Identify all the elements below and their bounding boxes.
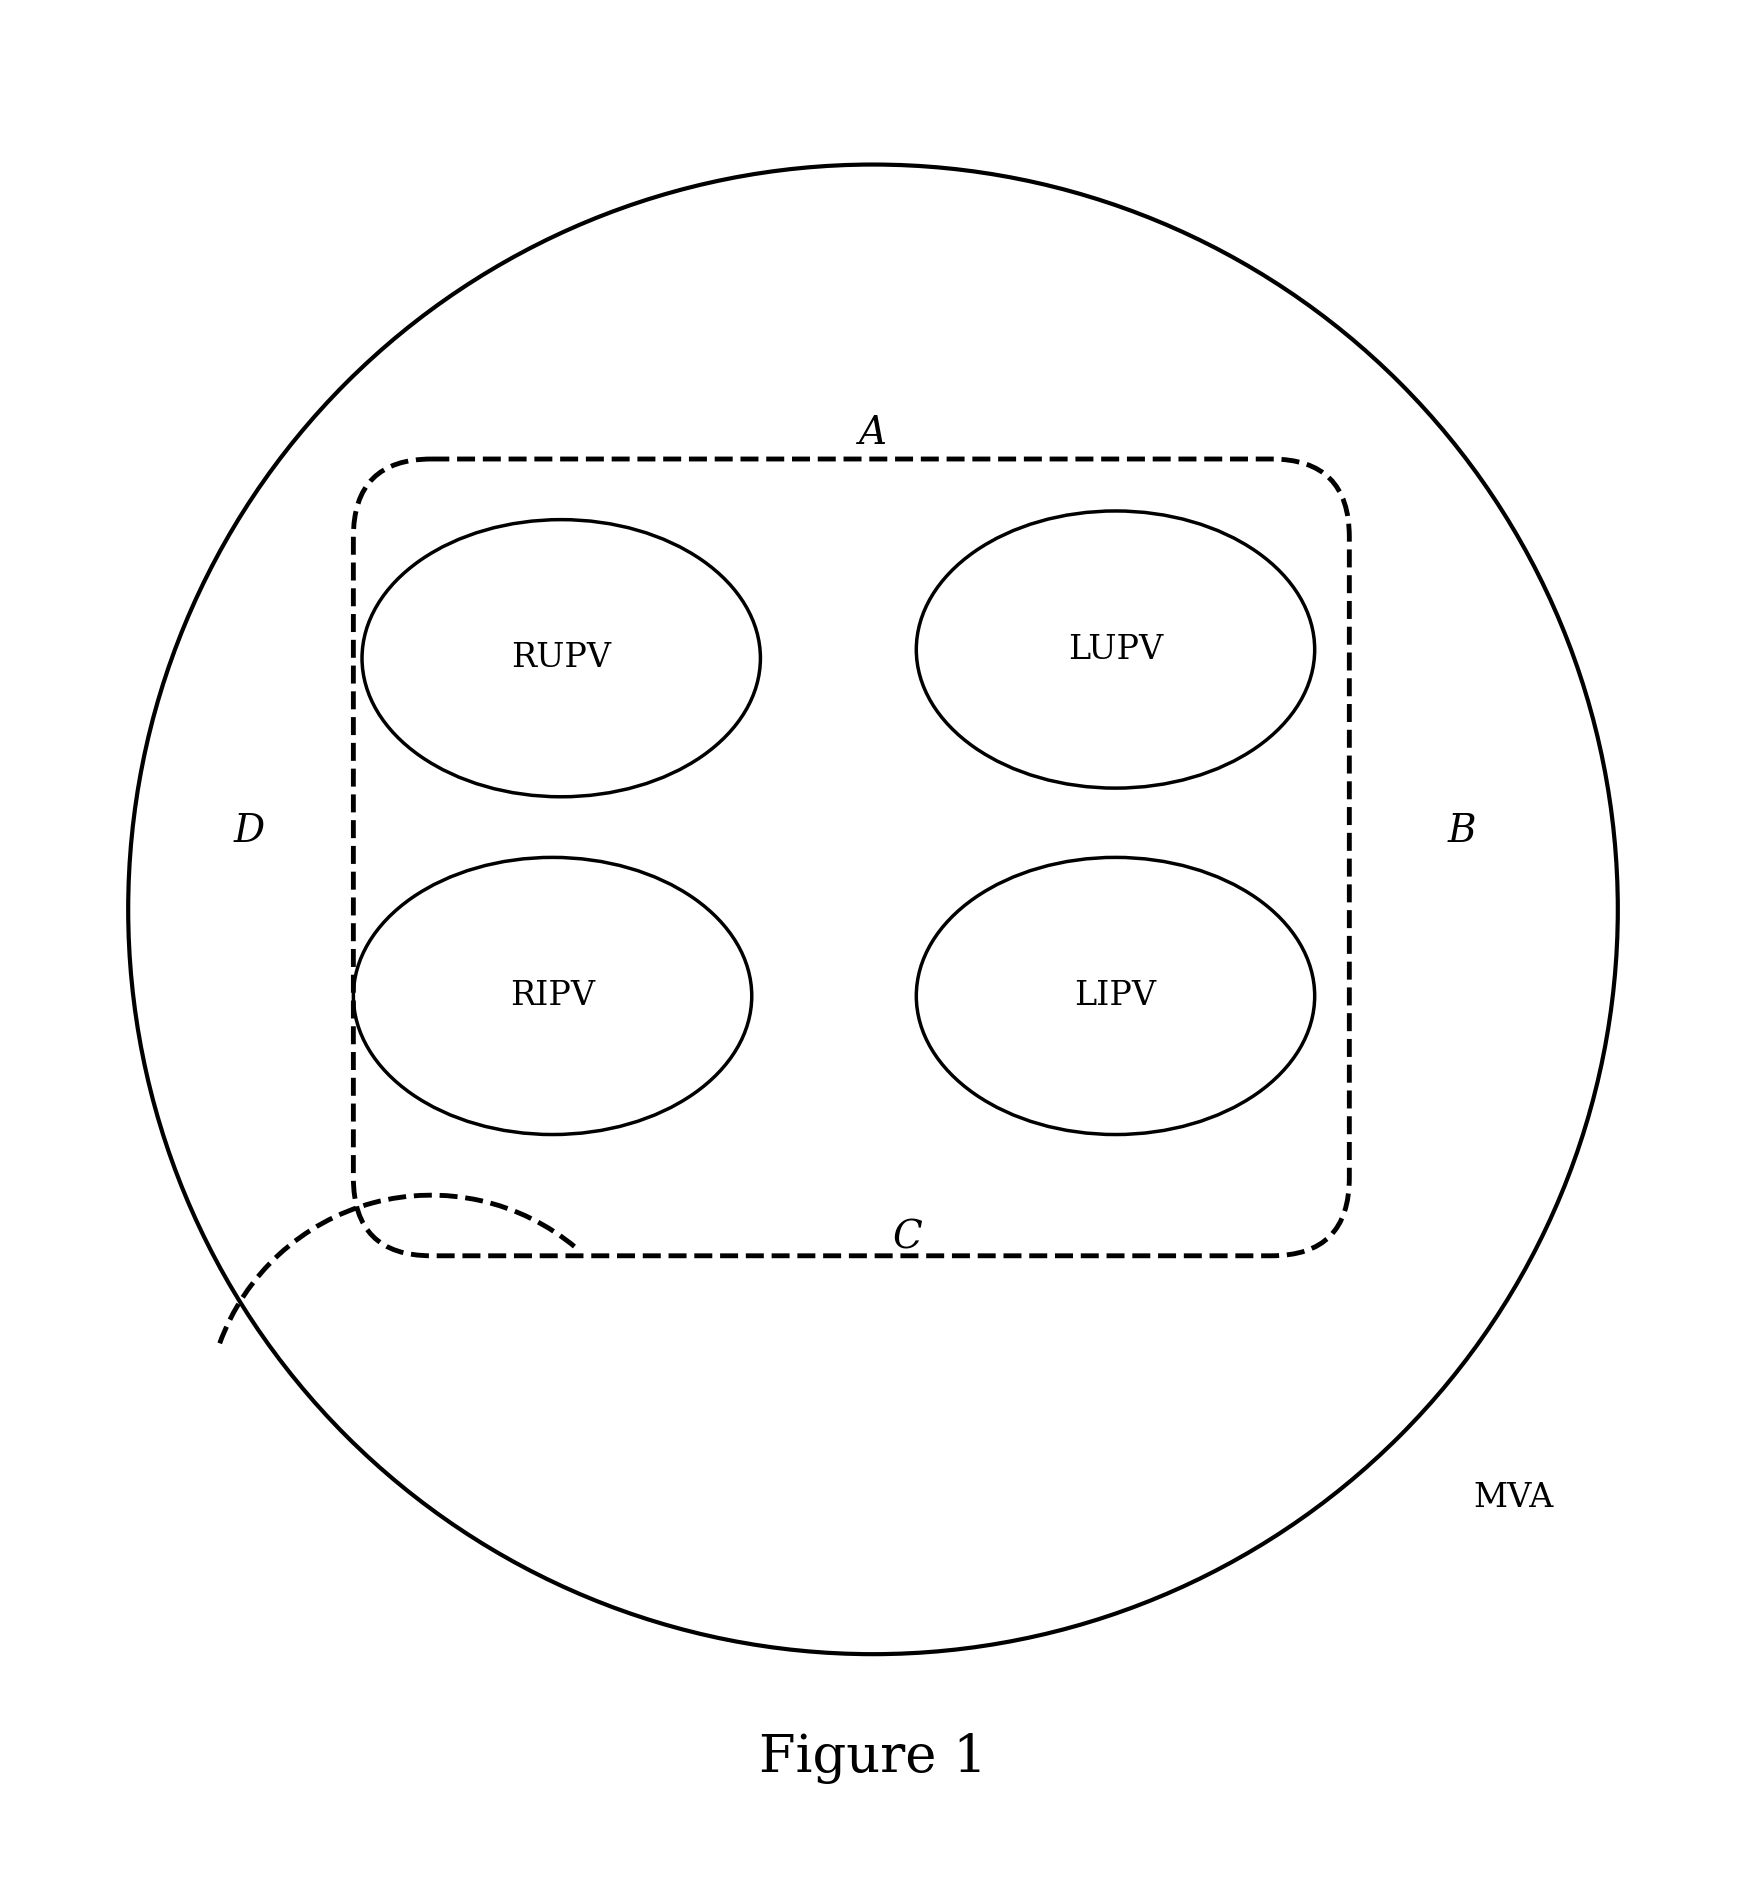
Text: A: A [859, 415, 887, 451]
Text: C: C [892, 1220, 922, 1257]
Text: B: B [1447, 814, 1475, 850]
Text: RIPV: RIPV [510, 980, 595, 1012]
Text: LUPV: LUPV [1069, 634, 1163, 666]
Text: RUPV: RUPV [512, 642, 611, 674]
Text: LIPV: LIPV [1074, 980, 1156, 1012]
Text: MVA: MVA [1474, 1482, 1554, 1514]
Text: Figure 1: Figure 1 [760, 1733, 986, 1784]
Text: D: D [234, 814, 265, 850]
